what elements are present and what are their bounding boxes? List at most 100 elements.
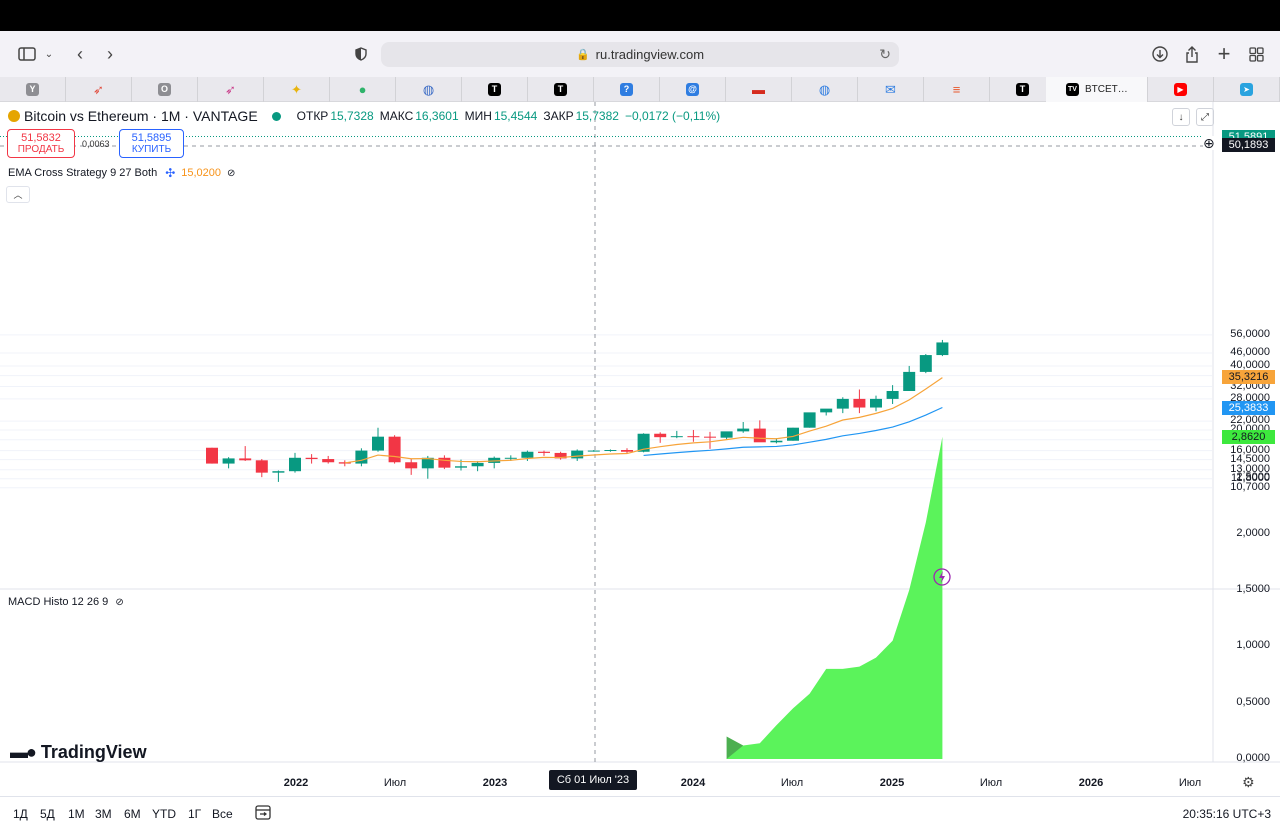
hide-icon[interactable]: ⊘: [115, 597, 124, 608]
candle-body[interactable]: [538, 451, 550, 453]
candle-body[interactable]: [239, 458, 252, 461]
candle-body[interactable]: [504, 457, 517, 459]
candle-body[interactable]: [372, 436, 384, 451]
candle-body[interactable]: [438, 457, 451, 468]
arrow-down-icon[interactable]: ↓: [1172, 108, 1190, 126]
timeframe-button[interactable]: YTD: [152, 807, 176, 821]
browser-tab[interactable]: ?: [594, 77, 660, 102]
candle-body[interactable]: [919, 355, 932, 372]
chart-canvas[interactable]: [0, 102, 1280, 796]
chart-area[interactable]: Bitcoin vs Ethereum · 1M · VANTAGE ОТКР 1…: [0, 102, 1280, 796]
candle-body[interactable]: [521, 451, 534, 458]
browser-tab[interactable]: O: [132, 77, 198, 102]
candle-body[interactable]: [206, 447, 218, 464]
sidebar-icon[interactable]: [16, 40, 38, 68]
timeframe-button[interactable]: 3М: [95, 807, 112, 821]
candle-body[interactable]: [355, 450, 368, 464]
symbol-title[interactable]: Bitcoin vs Ethereum · 1M · VANTAGE: [24, 108, 258, 124]
candle-body[interactable]: [820, 408, 833, 413]
candle-body[interactable]: [737, 428, 750, 432]
candle-body[interactable]: [421, 457, 434, 469]
candle-body[interactable]: [587, 450, 600, 452]
browser-tab[interactable]: ▶: [1148, 77, 1214, 102]
candle-body[interactable]: [571, 450, 584, 459]
browser-tab[interactable]: ◍: [396, 77, 462, 102]
candle-body[interactable]: [272, 471, 285, 473]
date-range-icon[interactable]: [254, 803, 272, 826]
browser-tab[interactable]: T: [462, 77, 528, 102]
browser-tab[interactable]: Y: [0, 77, 66, 102]
url-text: ru.tradingview.com: [595, 47, 705, 62]
market-open-icon: [271, 111, 281, 121]
timeframe-button[interactable]: 1Д: [13, 807, 28, 821]
candle-body[interactable]: [471, 462, 484, 467]
candle-body[interactable]: [604, 450, 617, 452]
candle-body[interactable]: [637, 433, 650, 452]
address-bar[interactable]: 🔒 ru.tradingview.com ↻: [381, 42, 899, 67]
forward-icon[interactable]: ›: [107, 43, 113, 64]
candle-body[interactable]: [670, 436, 683, 438]
timeframe-button[interactable]: 6М: [124, 807, 141, 821]
candle-body[interactable]: [836, 398, 849, 409]
alert-icon[interactable]: [933, 568, 951, 586]
browser-tab[interactable]: ◍: [792, 77, 858, 102]
candle-body[interactable]: [654, 433, 667, 438]
candle-body[interactable]: [853, 398, 866, 408]
candle-body[interactable]: [255, 460, 268, 473]
candle-body[interactable]: [305, 457, 318, 460]
browser-tab[interactable]: ≡: [924, 77, 990, 102]
browser-tab[interactable]: ✉: [858, 77, 924, 102]
timeframe-button[interactable]: Все: [212, 807, 233, 821]
buy-button[interactable]: 51,5895 КУПИТЬ: [119, 129, 184, 158]
candle-body[interactable]: [870, 398, 882, 408]
candle-body[interactable]: [787, 427, 799, 441]
candle-body[interactable]: [405, 462, 418, 469]
browser-tab[interactable]: @: [660, 77, 726, 102]
collapse-legend-button[interactable]: ︿: [6, 186, 30, 203]
timeframe-button[interactable]: 5Д: [40, 807, 55, 821]
timeframe-button[interactable]: 1Г: [188, 807, 202, 821]
browser-tab[interactable]: ●: [330, 77, 396, 102]
candle-body[interactable]: [388, 436, 401, 463]
candle-body[interactable]: [322, 459, 335, 463]
browser-tab[interactable]: T: [528, 77, 594, 102]
candle-body[interactable]: [621, 450, 633, 452]
candle-body[interactable]: [886, 390, 899, 399]
tab-overview-icon[interactable]: [1246, 40, 1266, 68]
candle-body[interactable]: [554, 452, 567, 459]
candle-body[interactable]: [289, 457, 301, 472]
candle-body[interactable]: [770, 440, 783, 443]
browser-tab[interactable]: ➤: [1214, 77, 1280, 102]
candle-body[interactable]: [936, 342, 949, 356]
shield-icon[interactable]: [352, 40, 370, 68]
candle-body[interactable]: [903, 371, 916, 391]
candle-body[interactable]: [222, 458, 235, 464]
back-icon[interactable]: ‹: [77, 43, 83, 64]
sell-price: 51,5832: [21, 132, 61, 144]
fullscreen-icon[interactable]: ⤢: [1196, 108, 1214, 126]
candle-body[interactable]: [803, 412, 816, 428]
active-tab[interactable]: TV BTCET…: [1046, 77, 1148, 102]
reload-icon[interactable]: ↻: [879, 46, 891, 62]
macd-legend[interactable]: MACD Histo 12 26 9 ⊘: [8, 596, 124, 608]
candle-body[interactable]: [704, 436, 716, 438]
clock[interactable]: 20:35:16 UTC+3: [1182, 807, 1271, 821]
browser-tab[interactable]: ➶: [198, 77, 264, 102]
browser-tab[interactable]: ✦: [264, 77, 330, 102]
chevron-down-icon[interactable]: ⌄: [44, 48, 54, 60]
download-icon[interactable]: [1150, 40, 1170, 68]
candle-body[interactable]: [687, 436, 700, 438]
settings-gear-icon[interactable]: ⚙: [1242, 774, 1255, 790]
sell-button[interactable]: 51,5832 ПРОДАТЬ: [7, 129, 75, 158]
candle-body[interactable]: [720, 431, 733, 438]
candle-body[interactable]: [753, 428, 766, 443]
candle-body[interactable]: [455, 466, 467, 468]
share-icon[interactable]: [1182, 40, 1202, 68]
new-tab-icon[interactable]: +: [1217, 41, 1231, 66]
hide-icon[interactable]: ⊘: [227, 167, 236, 179]
ema-legend[interactable]: EMA Cross Strategy 9 27 Both ✣ 15,0200 ⊘: [8, 166, 235, 180]
add-alert-plus-icon[interactable]: ⊕: [1203, 135, 1215, 151]
browser-tab[interactable]: ▬: [726, 77, 792, 102]
timeframe-button[interactable]: 1М: [68, 807, 85, 821]
browser-tab[interactable]: ➶: [66, 77, 132, 102]
